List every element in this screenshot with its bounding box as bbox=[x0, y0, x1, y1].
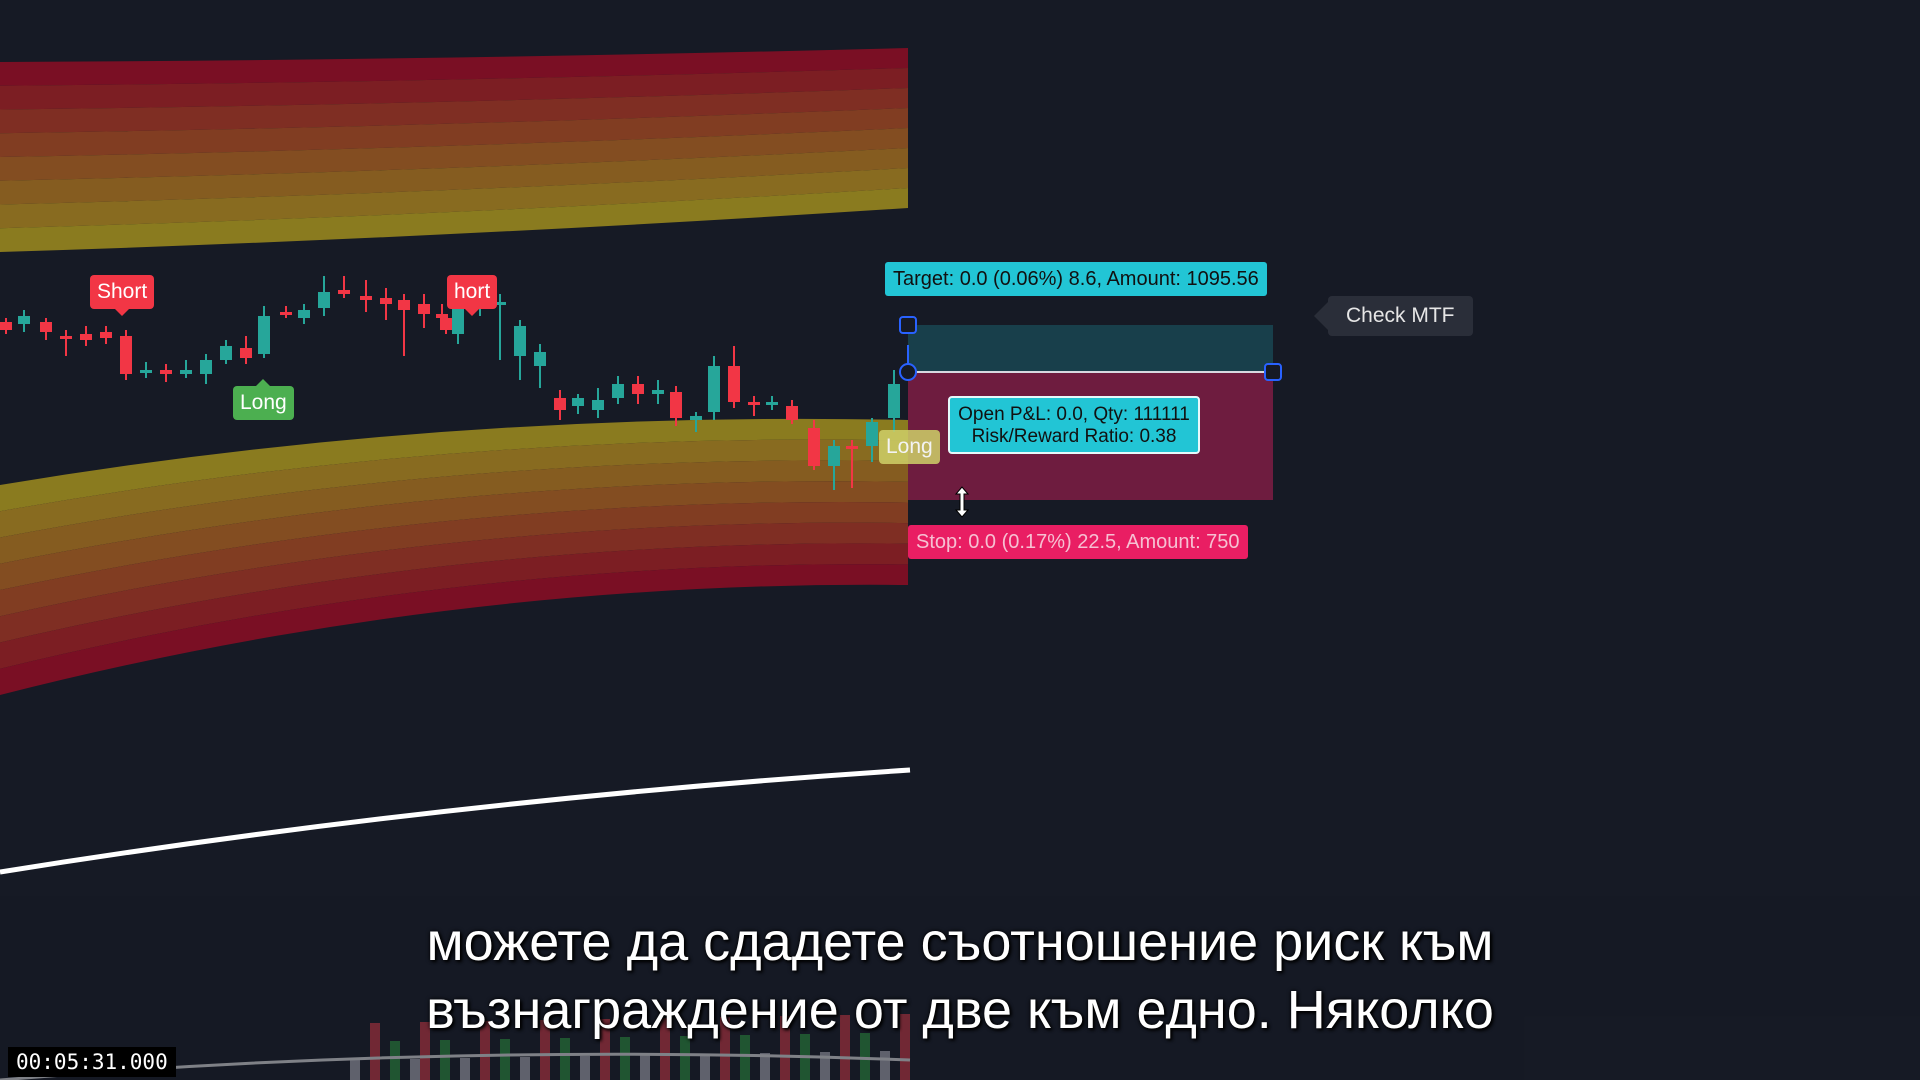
candle-body bbox=[0, 322, 12, 330]
moving-average-line bbox=[0, 767, 911, 875]
candle-body bbox=[690, 416, 702, 420]
candle-body bbox=[846, 446, 858, 449]
candle-body bbox=[866, 422, 878, 446]
candle-body bbox=[80, 334, 92, 340]
candle-body bbox=[808, 428, 820, 466]
open-pnl-text: Open P&L: 0.0, Qty: 111111 bbox=[958, 404, 1190, 425]
candle-body bbox=[120, 336, 132, 374]
resize-vertical-icon bbox=[954, 486, 970, 518]
candle-body bbox=[100, 332, 112, 338]
candle-body bbox=[18, 316, 30, 324]
subtitle-line: възнаграждение от две към едно. Няколко bbox=[426, 980, 1494, 1040]
target-handle bbox=[899, 316, 917, 334]
candle-body bbox=[728, 366, 740, 402]
check-mtf-button[interactable]: Check MTF bbox=[1314, 296, 1473, 336]
upper-band-layer bbox=[0, 88, 908, 134]
upper-band-layer bbox=[0, 188, 908, 252]
candle-body bbox=[380, 298, 392, 304]
candle-body bbox=[40, 322, 52, 332]
candle-body bbox=[318, 292, 330, 308]
candle-body bbox=[534, 352, 546, 366]
candle-body bbox=[60, 336, 72, 339]
candle-body bbox=[786, 406, 798, 420]
short-signal-label: Short bbox=[90, 275, 155, 316]
upper-band-layer bbox=[0, 48, 908, 86]
upper-band-layer bbox=[0, 108, 908, 157]
candle-body bbox=[514, 326, 526, 356]
video-timestamp: 00:05:31.000 bbox=[8, 1047, 176, 1077]
candle-body bbox=[440, 318, 452, 330]
candle-body bbox=[200, 360, 212, 374]
candle-body bbox=[452, 306, 464, 334]
candle-body bbox=[240, 348, 252, 358]
lower-band-layer bbox=[0, 564, 908, 695]
lower-band-layer bbox=[0, 460, 908, 564]
candle-body bbox=[398, 300, 410, 310]
long-signal-label: Long bbox=[879, 430, 940, 464]
candle-body bbox=[612, 384, 624, 398]
candle-body bbox=[140, 370, 152, 373]
stop-label[interactable]: Stop: 0.0 (0.17%) 22.5, Amount: 750 bbox=[908, 525, 1248, 559]
candle-body bbox=[298, 310, 310, 318]
short-signal-label: hort bbox=[447, 275, 498, 316]
lower-band-layer bbox=[0, 522, 908, 643]
candle-body bbox=[258, 316, 270, 354]
upper-band-layer bbox=[0, 68, 908, 110]
candle-body bbox=[766, 402, 778, 405]
candle-body bbox=[418, 304, 430, 314]
candle-body bbox=[280, 312, 292, 315]
video-subtitle: можете да сдадете съотношение риск към в… bbox=[0, 908, 1920, 1044]
candle-body bbox=[494, 302, 506, 305]
candle-body bbox=[180, 370, 192, 374]
candle-body bbox=[554, 398, 566, 410]
upper-band-layer bbox=[0, 148, 908, 205]
subtitle-band bbox=[0, 896, 1920, 1080]
candle-body bbox=[888, 384, 900, 418]
target-label[interactable]: Target: 0.0 (0.06%) 8.6, Amount: 1095.56 bbox=[885, 262, 1267, 296]
candle-body bbox=[748, 402, 760, 405]
entry-handle bbox=[899, 363, 917, 381]
lower-band-layer bbox=[0, 501, 908, 617]
candle-body bbox=[220, 346, 232, 360]
candle-body bbox=[632, 384, 644, 394]
lower-band-layer bbox=[0, 543, 908, 669]
upper-band-layer bbox=[0, 168, 908, 229]
candle-body bbox=[652, 390, 664, 394]
target-zone bbox=[908, 325, 1273, 372]
candle-body bbox=[572, 398, 584, 406]
candle-body bbox=[828, 446, 840, 466]
subtitle-line: можете да сдадете съотношение риск към bbox=[426, 912, 1494, 972]
candle-body bbox=[592, 400, 604, 410]
candle-body bbox=[160, 370, 172, 374]
candle-body bbox=[360, 296, 372, 300]
candle-body bbox=[670, 392, 682, 418]
long-signal-label: Long bbox=[233, 379, 294, 420]
candle-body bbox=[338, 290, 350, 294]
upper-band-layer bbox=[0, 128, 908, 181]
candle-body bbox=[436, 314, 448, 318]
lower-band-layer bbox=[0, 481, 908, 590]
candle-body bbox=[708, 366, 720, 412]
risk-reward-text: Risk/Reward Ratio: 0.38 bbox=[971, 426, 1177, 447]
width-handle bbox=[1264, 363, 1282, 381]
position-info-box: Open P&L: 0.0, Qty: 111111 Risk/Reward R… bbox=[948, 396, 1200, 454]
